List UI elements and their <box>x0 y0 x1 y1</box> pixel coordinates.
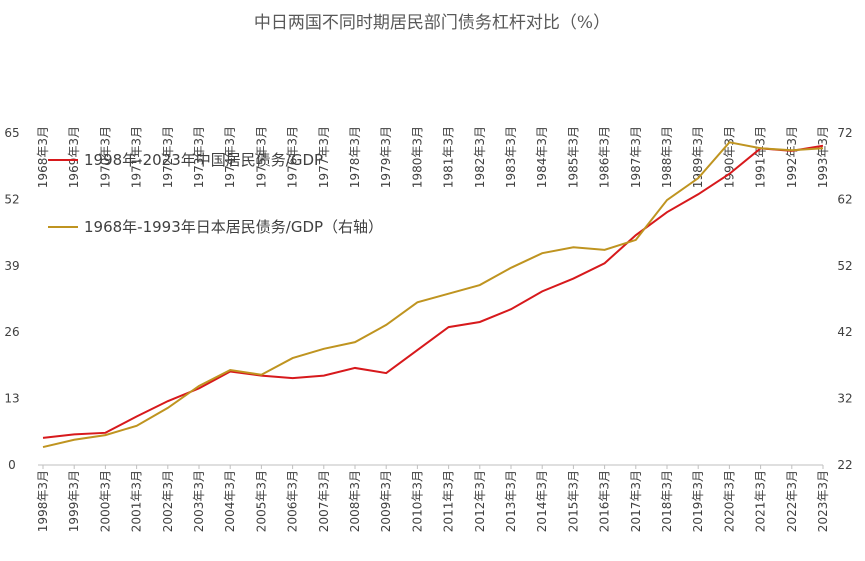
x-tick-label: 2006年3月 <box>286 470 300 532</box>
x-tick-label: 2010年3月 <box>410 470 424 532</box>
legend-label: 1968年-1993年日本居民债务/GDP（右轴） <box>84 218 383 236</box>
top-tick-label: 1970年3月 <box>98 126 112 188</box>
top-tick-label: 1974年3月 <box>223 126 237 188</box>
x-tick-label: 1999年3月 <box>67 470 81 532</box>
y2-tick-label: 62 <box>837 192 852 206</box>
y2-tick-label: 32 <box>837 392 852 406</box>
x-tick-label: 2012年3月 <box>473 470 487 532</box>
x-tick-label: 2022年3月 <box>785 470 799 532</box>
x-tick-label: 2013年3月 <box>504 470 518 532</box>
y2-tick-label: 52 <box>837 259 852 273</box>
x-tick-label: 2018年3月 <box>660 470 674 532</box>
x-tick-label: 2011年3月 <box>442 470 456 532</box>
chart-title: 中日两国不同时期居民部门债务杠杆对比（%） <box>254 13 610 33</box>
series-line <box>42 141 824 449</box>
x-tick-label: 2021年3月 <box>754 470 768 532</box>
x-tick-label: 2004年3月 <box>223 470 237 532</box>
y-tick-label: 65 <box>4 126 19 140</box>
x-tick-label: 2009年3月 <box>379 470 393 532</box>
y2-tick-label: 22 <box>837 458 852 472</box>
x-tick-label: 2016年3月 <box>598 470 612 532</box>
x-tick-label: 2023年3月 <box>816 470 830 532</box>
x-tick-label: 2003年3月 <box>192 470 206 532</box>
y2-tick-label: 42 <box>837 325 852 339</box>
top-tick-label: 1983年3月 <box>504 126 518 188</box>
y-tick-label: 52 <box>4 192 19 206</box>
top-tick-label: 1992年3月 <box>785 126 799 188</box>
top-tick-label: 1972年3月 <box>161 126 175 188</box>
top-tick-label: 1979年3月 <box>379 126 393 188</box>
top-tick-label: 1991年3月 <box>754 126 768 188</box>
legend-label: 1998年-2023年中国居民债务/GDP <box>84 151 323 169</box>
top-tick-label: 1984年3月 <box>535 126 549 188</box>
x-tick-label: 2001年3月 <box>130 470 144 532</box>
top-tick-label: 1976年3月 <box>286 126 300 188</box>
x-tick-label: 2020年3月 <box>722 470 736 532</box>
x-tick-label: 2002年3月 <box>161 470 175 532</box>
x-tick-label: 2005年3月 <box>254 470 268 532</box>
x-tick-label: 2008年3月 <box>348 470 362 532</box>
x-tick-label: 1998年3月 <box>36 470 50 532</box>
y-tick-label: 0 <box>8 458 16 472</box>
y2-tick-label: 72 <box>837 126 852 140</box>
top-tick-label: 1973年3月 <box>192 126 206 188</box>
x-tick-label: 2000年3月 <box>98 470 112 532</box>
top-tick-label: 1988年3月 <box>660 126 674 188</box>
top-tick-label: 1986年3月 <box>598 126 612 188</box>
y-tick-label: 13 <box>4 392 19 406</box>
top-tick-label: 1978年3月 <box>348 126 362 188</box>
top-tick-label: 1971年3月 <box>130 126 144 188</box>
x-tick-label: 2014年3月 <box>535 470 549 532</box>
y-tick-label: 39 <box>4 259 19 273</box>
top-tick-label: 1980年3月 <box>410 126 424 188</box>
top-tick-label: 1968年3月 <box>36 126 50 188</box>
x-tick-label: 2017年3月 <box>629 470 643 532</box>
y-tick-label: 26 <box>4 325 19 339</box>
top-tick-label: 1977年3月 <box>317 126 331 188</box>
x-tick-label: 2007年3月 <box>317 470 331 532</box>
x-tick-label: 2019年3月 <box>691 470 705 532</box>
top-tick-label: 1975年3月 <box>254 126 268 188</box>
top-tick-label: 1981年3月 <box>442 126 456 188</box>
top-tick-label: 1987年3月 <box>629 126 643 188</box>
top-tick-label: 1990年3月 <box>722 126 736 188</box>
top-tick-label: 1969年3月 <box>67 126 81 188</box>
top-tick-label: 1985年3月 <box>566 126 580 188</box>
top-tick-label: 1982年3月 <box>473 126 487 188</box>
x-tick-label: 2015年3月 <box>566 470 580 532</box>
top-tick-label: 1993年3月 <box>816 126 830 188</box>
series-line <box>42 144 824 439</box>
